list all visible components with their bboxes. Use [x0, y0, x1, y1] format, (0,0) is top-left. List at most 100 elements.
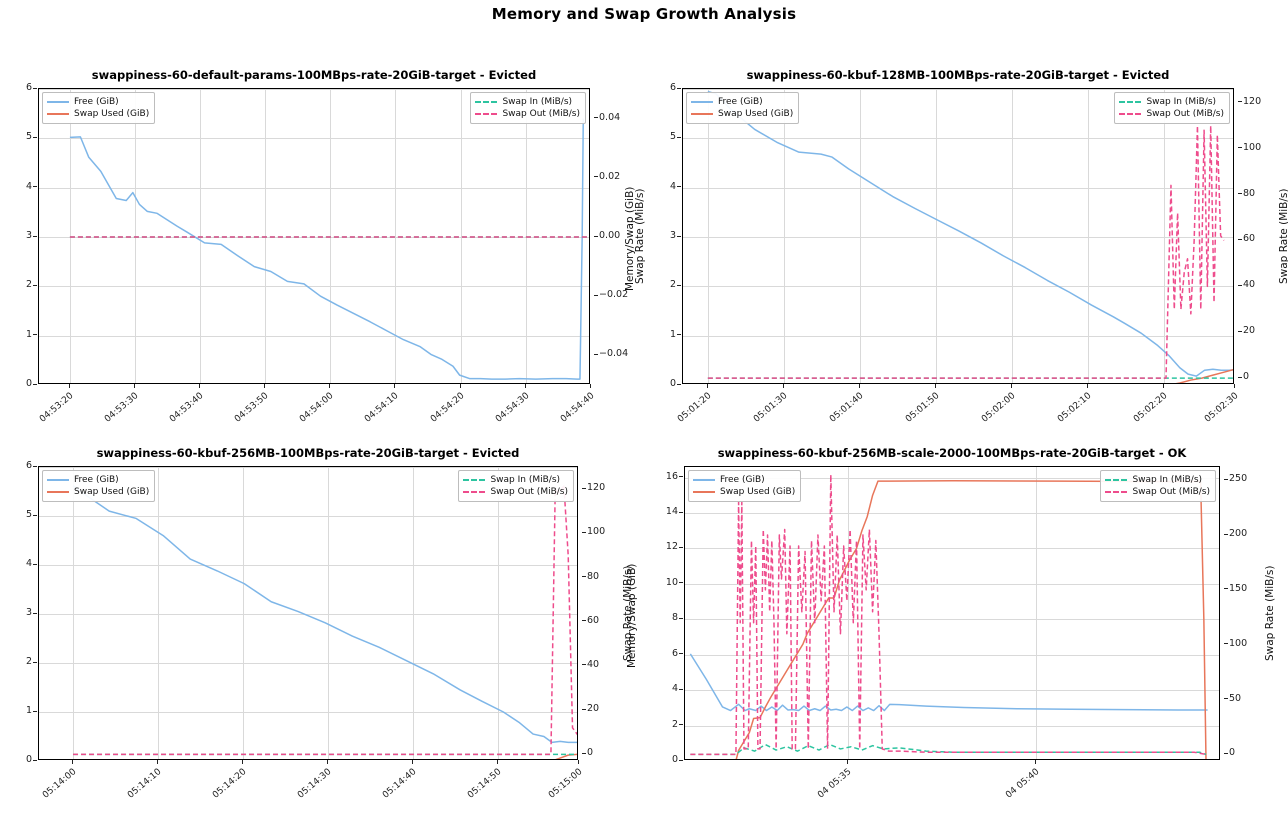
y-tick-mark [33, 383, 37, 385]
gridline-v [1163, 89, 1165, 383]
legend-right-1[interactable]: Swap In (MiB/s) Swap Out (MiB/s) [470, 92, 586, 124]
y-tick-mark [1238, 284, 1242, 286]
gridline-v [243, 467, 245, 759]
legend-right-2[interactable]: Swap In (MiB/s) Swap Out (MiB/s) [1114, 92, 1230, 124]
y-tick-mark [677, 136, 681, 138]
y-tick-label-left: 2 [4, 656, 37, 667]
y-tick-mark [1238, 147, 1242, 149]
legend-label-swap_used: Swap Used (GiB) [718, 109, 794, 119]
y-tick-mark [33, 563, 37, 565]
y-tick-mark [679, 546, 683, 548]
x-tick-mark [1162, 384, 1164, 388]
gridline-h [685, 619, 1219, 621]
series-line-swap_in [690, 743, 1207, 756]
y-tick-mark [594, 117, 598, 119]
gridline-h [683, 89, 1233, 90]
x-tick-mark [1035, 760, 1037, 764]
legend-swatch-swap_in-icon [475, 101, 498, 103]
legend-left-1[interactable]: Free (GiB) Swap Used (GiB) [42, 92, 156, 124]
x-tick-mark [133, 384, 135, 388]
gridline-h [685, 477, 1219, 479]
x-tick-label: 04 05:35 [816, 767, 854, 801]
x-tick-mark [68, 384, 70, 388]
y-tick-label-left: 1 [4, 329, 37, 340]
legend-item-swap_used: Swap Used (GiB) [47, 486, 149, 498]
legend-right-3[interactable]: Swap In (MiB/s) Swap Out (MiB/s) [458, 470, 574, 502]
legend-swatch-swap_used-icon [691, 113, 713, 115]
gridline-h [39, 286, 589, 288]
legend-item-swap_out: Swap Out (MiB/s) [1119, 108, 1224, 120]
legend-item-free: Free (GiB) [47, 96, 149, 108]
x-tick-mark [72, 760, 74, 764]
x-tick-mark [394, 384, 396, 388]
gridline-h [683, 335, 1233, 337]
gridline-h [39, 516, 577, 517]
legend-label-swap_used: Swap Used (GiB) [74, 109, 150, 119]
y-tick-label-left: 6 [4, 460, 37, 471]
gridline-v [460, 89, 462, 383]
y-tick-mark [677, 334, 681, 336]
x-tick-mark [1010, 384, 1012, 388]
y-tick-label-right: 40 [1238, 279, 1255, 290]
gridline-h [683, 286, 1233, 288]
chart-title-3: swappiness-60-kbuf-256MB-100MBps-rate-20… [96, 446, 520, 460]
gridline-v [73, 467, 75, 759]
y-tick-mark [33, 284, 37, 286]
legend-item-swap_used: Swap Used (GiB) [693, 486, 795, 498]
y-tick-mark [582, 620, 586, 622]
legend-label-swap_used: Swap Used (GiB) [74, 487, 150, 497]
y-tick-label-right: 200 [1224, 528, 1247, 539]
y-tick-label-left: 5 [4, 509, 37, 520]
x-tick-mark [590, 384, 591, 388]
gridline-v [525, 89, 527, 383]
legend-right-4[interactable]: Swap In (MiB/s) Swap Out (MiB/s) [1100, 470, 1216, 502]
y-tick-label-left: 0 [650, 754, 683, 765]
y-tick-mark [594, 176, 598, 178]
gridline-v [412, 467, 414, 759]
legend-swatch-swap_out-icon [475, 113, 498, 115]
y-tick-label-right: 0.04 [594, 112, 620, 123]
y-tick-label-right: 250 [1224, 473, 1247, 484]
y-axis-label-left: Memory/Swap (GiB) [626, 563, 638, 668]
y-tick-label-right: 0 [582, 747, 593, 758]
legend-label-free: Free (GiB) [74, 97, 119, 107]
legend-left-3[interactable]: Free (GiB) Swap Used (GiB) [42, 470, 156, 502]
plot-area-2 [682, 88, 1234, 384]
legend-item-swap_in: Swap In (MiB/s) [463, 474, 568, 486]
y-tick-mark [1224, 643, 1228, 645]
y-tick-label-right: 120 [1238, 96, 1261, 107]
legend-left-4[interactable]: Free (GiB) Swap Used (GiB) [688, 470, 802, 502]
y-tick-label-right: 60 [1238, 233, 1255, 244]
y-tick-mark [679, 759, 683, 761]
series-line-free [69, 118, 585, 380]
gridline-v [498, 467, 499, 759]
series-layer-4 [689, 473, 1208, 759]
legend-left-2[interactable]: Free (GiB) Swap Used (GiB) [686, 92, 800, 124]
x-tick-mark [156, 760, 158, 764]
series-line-swap_out [690, 473, 1207, 756]
x-tick-mark [459, 384, 461, 388]
y-tick-label-right: 0.00 [594, 230, 620, 241]
gridline-v [200, 89, 202, 383]
legend-item-free: Free (GiB) [47, 474, 149, 486]
legend-swatch-free-icon [47, 479, 69, 481]
y-tick-mark [679, 688, 683, 690]
gridline-h [685, 690, 1219, 692]
y-tick-label-right: 80 [582, 571, 599, 582]
x-tick-mark [934, 384, 936, 388]
legend-label-swap_in: Swap In (MiB/s) [490, 475, 561, 485]
y-tick-label-right: −0.02 [594, 289, 628, 300]
legend-swatch-free-icon [47, 101, 69, 103]
gridline-v [395, 89, 397, 383]
series-line-free [689, 653, 1208, 712]
series-line-free [707, 90, 1233, 377]
gridline-h [39, 614, 577, 615]
y-tick-mark [1224, 752, 1228, 754]
legend-label-swap_in: Swap In (MiB/s) [502, 97, 573, 107]
plot-area-4 [684, 466, 1220, 760]
y-tick-label-right: 100 [1224, 638, 1247, 649]
y-tick-mark [33, 334, 37, 336]
